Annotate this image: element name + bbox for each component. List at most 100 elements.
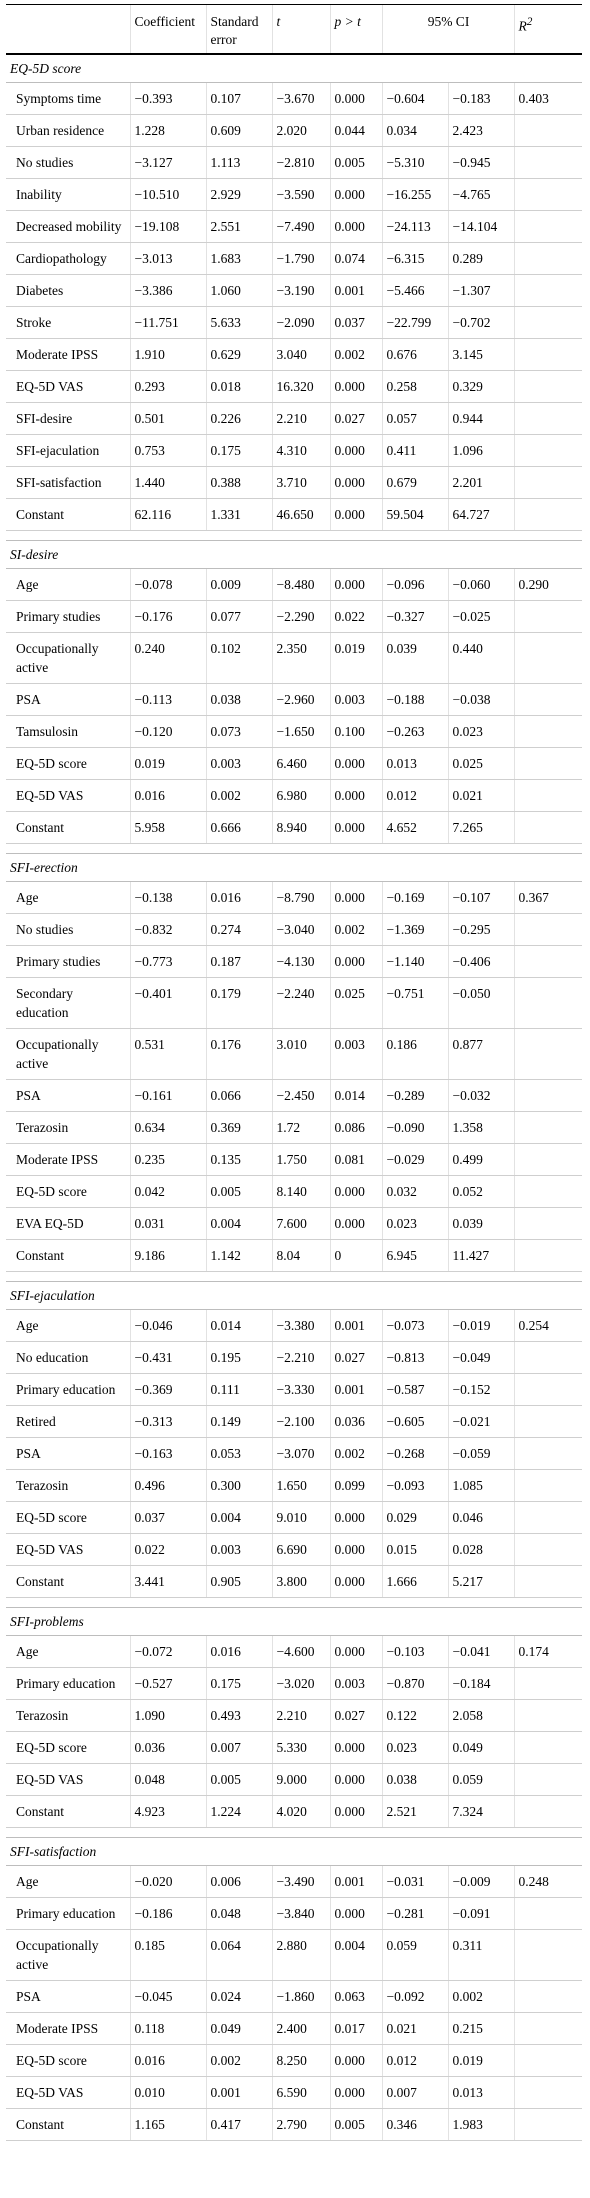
t-cell: −3.330 [271, 1373, 330, 1406]
t-cell: −2.810 [271, 146, 330, 179]
variable-name-cell: Age [6, 1635, 130, 1668]
t-cell: 3.010 [271, 1028, 330, 1080]
header-t: t [271, 4, 330, 55]
variable-name-cell: Diabetes [6, 274, 130, 307]
t-cell: 2.210 [271, 402, 330, 435]
p-cell: 0.005 [329, 146, 382, 179]
p-cell: 0.002 [329, 913, 382, 946]
t-cell: 9.000 [271, 1763, 330, 1796]
p-cell: 0.002 [329, 1437, 382, 1470]
regression-table-container: Coefficient Standard error t p > t 95% CI… [6, 4, 586, 2141]
table-row: Stroke −11.751 5.633 −2.090 0.037 −22.799 −0.7… [6, 306, 582, 339]
variable-name-cell: EQ-5D score [6, 1175, 130, 1208]
ci-high-cell: 1.096 [447, 434, 514, 467]
section-header-row: SFI-erection [6, 853, 582, 882]
ci-low-cell: −0.188 [381, 683, 448, 716]
ci-low-cell: −0.604 [381, 82, 448, 115]
coefficient-cell: 0.016 [129, 779, 206, 812]
variable-name-cell: Constant [6, 498, 130, 531]
coefficient-cell: −0.046 [129, 1309, 206, 1342]
ci-high-cell: −0.038 [447, 683, 514, 716]
section-header-row: SFI-satisfaction [6, 1837, 582, 1866]
variable-name-cell: SFI-ejaculation [6, 434, 130, 467]
ci-high-cell: −0.049 [447, 1341, 514, 1374]
table-row: EQ-5D VAS 0.048 0.005 9.000 0.000 0.038 0.059 [6, 1763, 582, 1796]
standard-error-cell: 0.226 [205, 402, 272, 435]
ci-high-cell: −0.184 [447, 1667, 514, 1700]
table-row: EQ-5D score 0.037 0.004 9.010 0.000 0.029 0.04… [6, 1501, 582, 1534]
p-cell: 0.000 [329, 779, 382, 812]
spacer-cell [6, 1597, 582, 1608]
ci-low-cell: 2.521 [381, 1795, 448, 1828]
table-row: SFI-satisfaction 1.440 0.388 3.710 0.000 0.67… [6, 466, 582, 499]
header-coefficient: Coefficient [129, 4, 206, 55]
r2-cell [513, 466, 582, 499]
standard-error-cell: 1.060 [205, 274, 272, 307]
t-cell: −3.590 [271, 178, 330, 211]
p-cell: 0.025 [329, 977, 382, 1029]
table-row: Age −0.020 0.006 −3.490 0.001 −0.031 −0.009 0.2… [6, 1865, 582, 1898]
table-row: Retired −0.313 0.149 −2.100 0.036 −0.605 −0.02… [6, 1405, 582, 1438]
coefficient-cell: −19.108 [129, 210, 206, 243]
coefficient-cell: 9.186 [129, 1239, 206, 1272]
standard-error-cell: 0.038 [205, 683, 272, 716]
p-cell: 0.000 [329, 1897, 382, 1930]
p-cell: 0.081 [329, 1143, 382, 1176]
p-cell: 0.027 [329, 1341, 382, 1374]
r2-cell [513, 945, 582, 978]
standard-error-cell: 0.417 [205, 2108, 272, 2141]
header-row: Coefficient Standard error t p > t 95% CI… [6, 4, 582, 55]
ci-low-cell: 0.258 [381, 370, 448, 403]
section-title: SI-desire [6, 540, 582, 569]
coefficient-cell: −0.120 [129, 715, 206, 748]
ci-high-cell: 0.021 [447, 779, 514, 812]
variable-name-cell: Urban residence [6, 114, 130, 147]
t-cell: 2.880 [271, 1929, 330, 1981]
coefficient-cell: −0.431 [129, 1341, 206, 1374]
r2-cell [513, 210, 582, 243]
p-cell: 0.001 [329, 1309, 382, 1342]
t-cell: −2.450 [271, 1079, 330, 1112]
r2-cell [513, 306, 582, 339]
variable-name-cell: Cardiopathology [6, 242, 130, 275]
r2-cell [513, 632, 582, 684]
r2-cell [513, 1565, 582, 1598]
p-cell: 0.003 [329, 1028, 382, 1080]
t-cell: −2.240 [271, 977, 330, 1029]
r2-cell [513, 1699, 582, 1732]
table-row: Constant 4.923 1.224 4.020 0.000 2.521 7.324 [6, 1795, 582, 1828]
p-cell: 0.100 [329, 715, 382, 748]
ci-high-cell: 2.423 [447, 114, 514, 147]
ci-low-cell: −5.466 [381, 274, 448, 307]
ci-low-cell: −0.289 [381, 1079, 448, 1112]
t-cell: −2.100 [271, 1405, 330, 1438]
coefficient-cell: 0.235 [129, 1143, 206, 1176]
p-cell: 0.027 [329, 1699, 382, 1732]
r2-cell: 0.403 [513, 82, 582, 115]
t-cell: −4.600 [271, 1635, 330, 1668]
variable-name-cell: Constant [6, 2108, 130, 2141]
r2-cell [513, 811, 582, 844]
r2-cell [513, 434, 582, 467]
table-row: SFI-ejaculation 0.753 0.175 4.310 0.000 0.411… [6, 434, 582, 467]
table-row: Terazosin 0.634 0.369 1.72 0.086 −0.090 1.358 [6, 1111, 582, 1144]
ci-low-cell: 0.122 [381, 1699, 448, 1732]
variable-name-cell: Occupationally active [6, 1028, 130, 1080]
p-cell: 0.099 [329, 1469, 382, 1502]
p-cell: 0.000 [329, 811, 382, 844]
ci-high-cell: 1.085 [447, 1469, 514, 1502]
variable-name-cell: EQ-5D VAS [6, 1533, 130, 1566]
ci-high-cell: 7.324 [447, 1795, 514, 1828]
ci-high-cell: −0.107 [447, 881, 514, 914]
table-row: Age −0.138 0.016 −8.790 0.000 −0.169 −0.107 0.3… [6, 881, 582, 914]
standard-error-cell: 0.609 [205, 114, 272, 147]
coefficient-cell: 0.022 [129, 1533, 206, 1566]
p-cell: 0.000 [329, 210, 382, 243]
standard-error-cell: 0.004 [205, 1501, 272, 1534]
table-row: Secondary education −0.401 0.179 −2.240 0.02… [6, 977, 582, 1029]
table-row: Primary education −0.527 0.175 −3.020 0.003−… [6, 1667, 582, 1700]
p-cell: 0 [329, 1239, 382, 1272]
coefficient-cell: 0.010 [129, 2076, 206, 2109]
standard-error-cell: 0.077 [205, 600, 272, 633]
table-row: PSA −0.161 0.066 −2.450 0.014 −0.289 −0.032 [6, 1079, 582, 1112]
